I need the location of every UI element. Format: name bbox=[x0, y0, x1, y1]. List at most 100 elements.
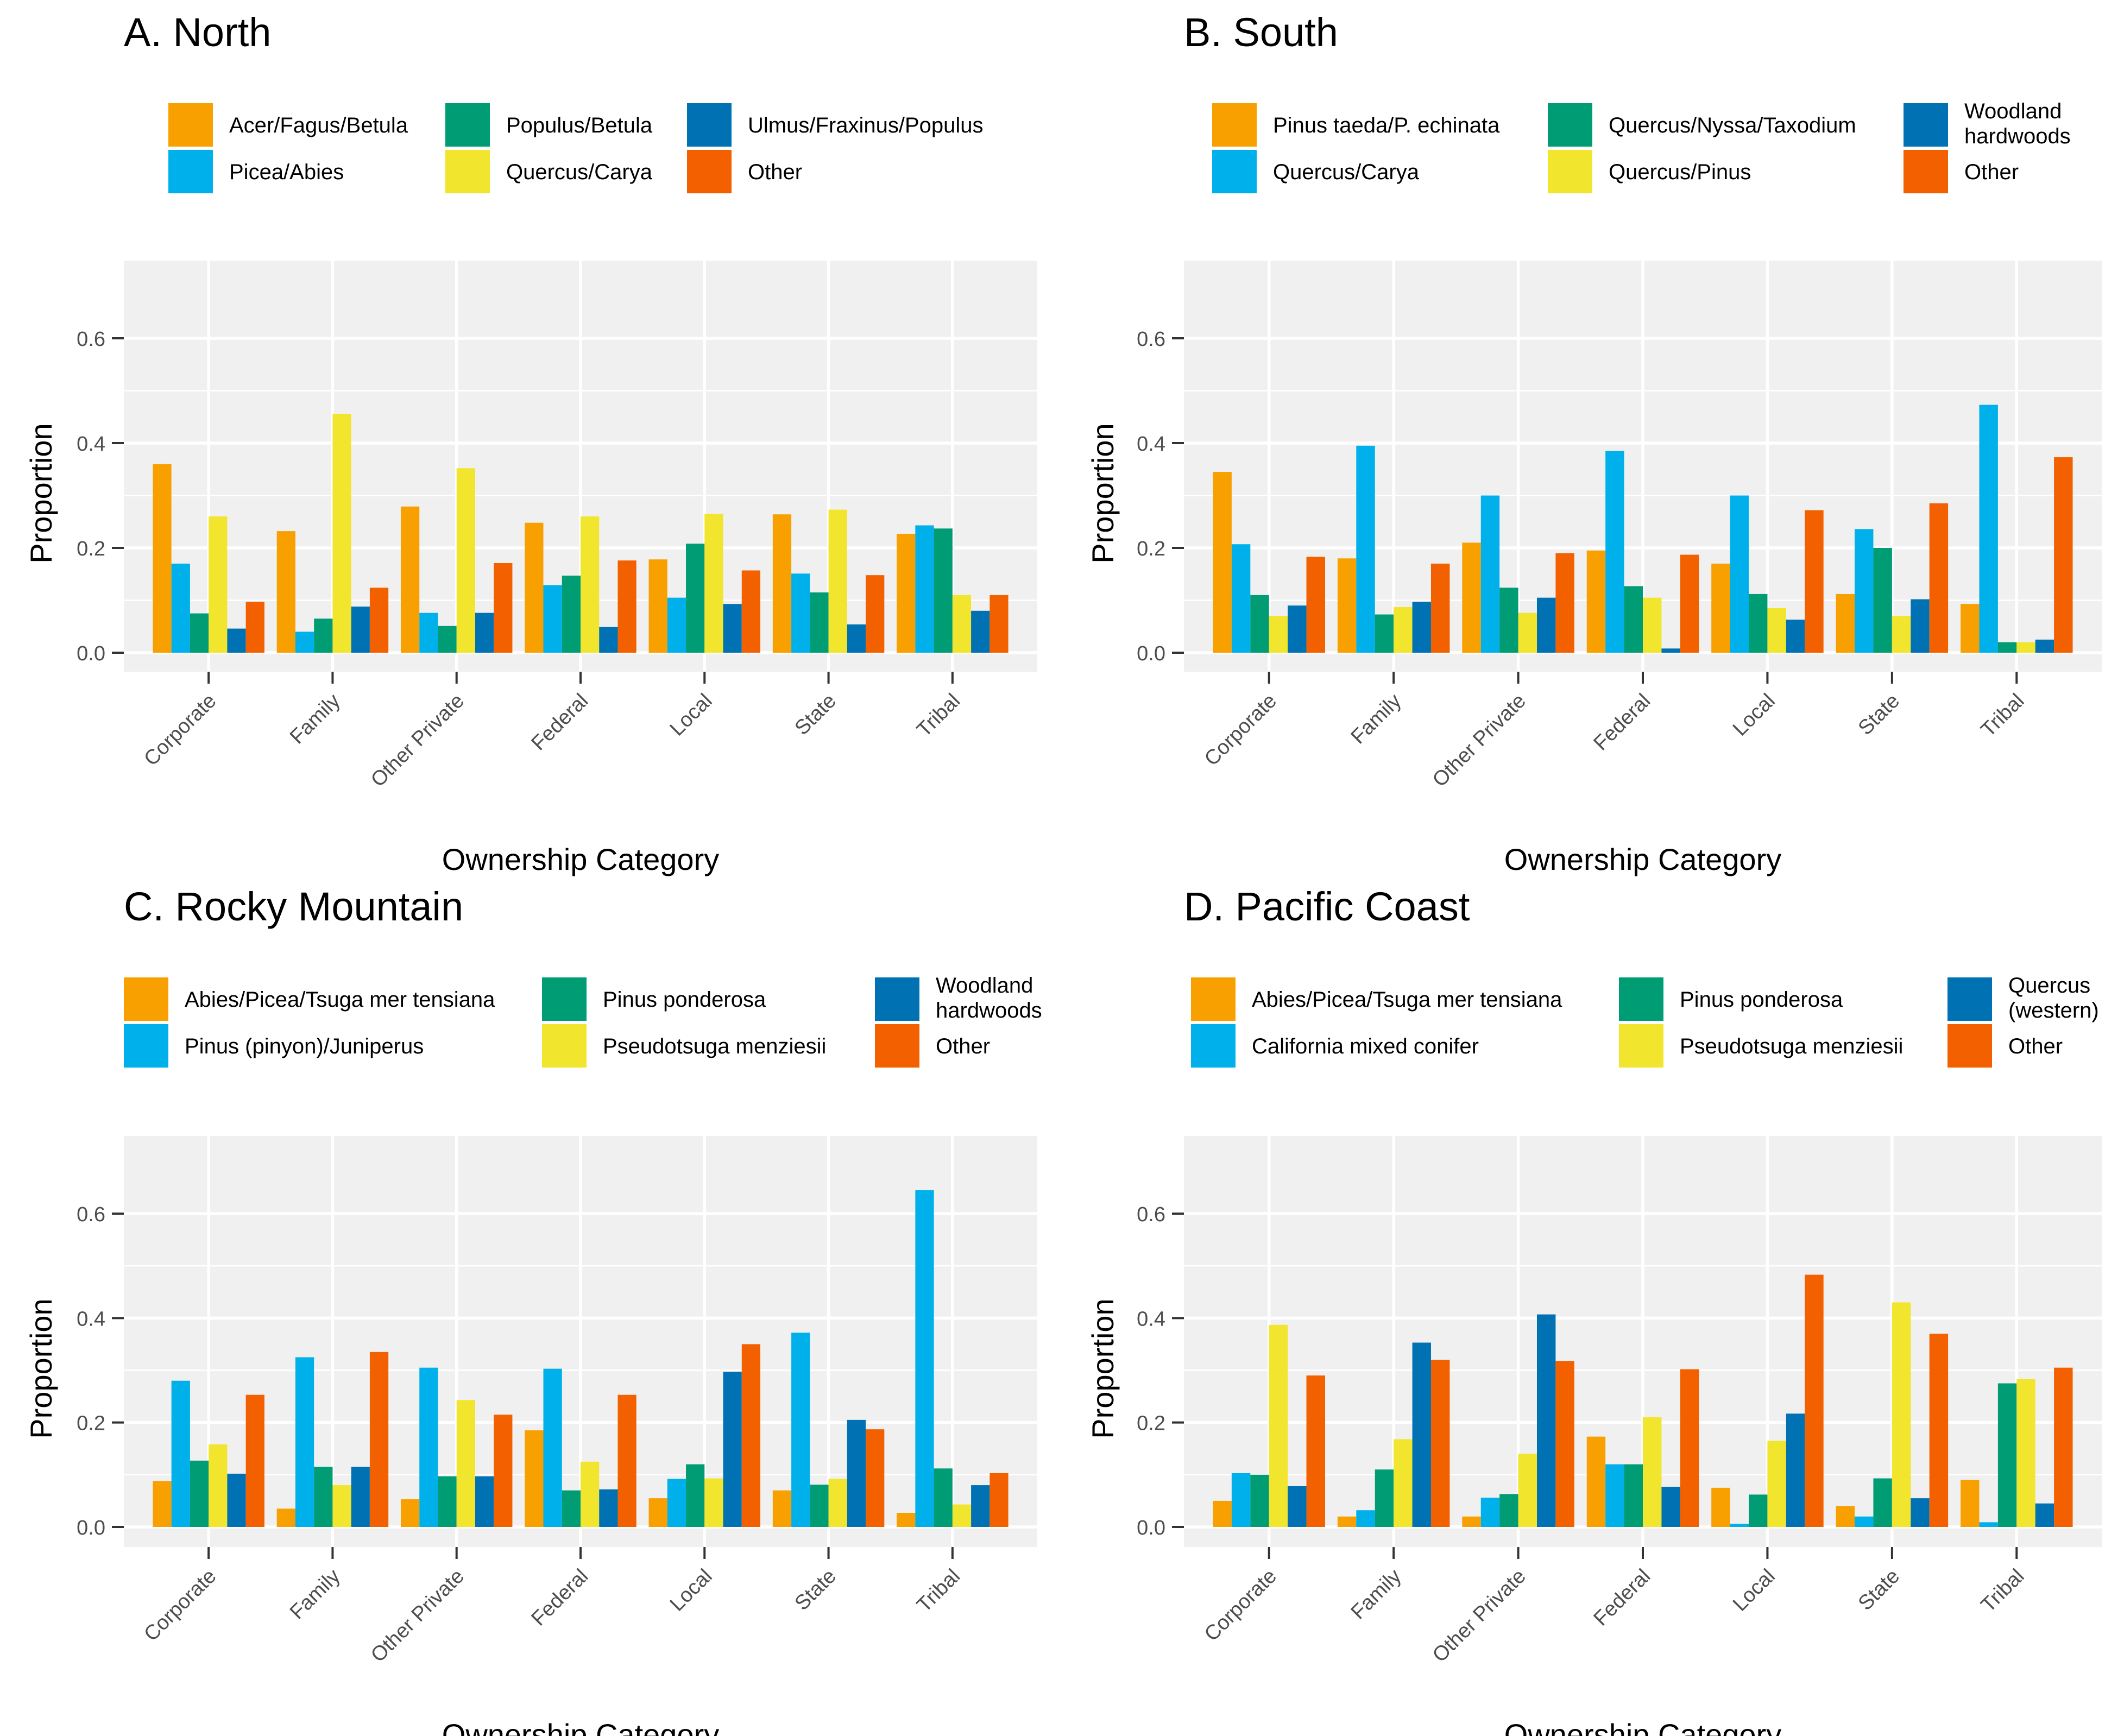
bar-woodland-hardwoods-other-private bbox=[1536, 597, 1556, 653]
x-axis-title: Ownership Category bbox=[1504, 1718, 1781, 1736]
x-tick-label-other-private: Other Private bbox=[367, 1565, 469, 1667]
legend-label-quercus-carya: Quercus/Carya bbox=[506, 160, 653, 184]
bar-other-local bbox=[741, 570, 761, 653]
bar-pinus-ponderosa-other-private bbox=[438, 1476, 457, 1527]
x-tick-label-local: Local bbox=[1729, 690, 1780, 741]
legend-label-pinus-pinyon-juniperus: Pinus (pinyon)/Juniperus bbox=[185, 1034, 424, 1058]
bar-pinus-taeda-p-echinata-corporate bbox=[1213, 472, 1232, 653]
legend-swatch-quercus-pinus bbox=[1548, 150, 1592, 193]
bar-pinus-ponderosa-local bbox=[1749, 1494, 1768, 1527]
legend-label-other: Other bbox=[936, 1034, 990, 1058]
bar-picea-abies-local bbox=[667, 597, 686, 653]
bar-quercus-carya-tribal bbox=[1979, 405, 1998, 653]
bar-woodland-hardwoods-family bbox=[1412, 602, 1431, 653]
legend-swatch-pinus-taeda-p-echinata bbox=[1212, 103, 1257, 147]
bar-other-state bbox=[1929, 503, 1949, 653]
legend-swatch-acer-fagus-betula bbox=[168, 103, 213, 147]
bar-pinus-ponderosa-corporate bbox=[190, 1460, 209, 1527]
chart-title: A. North bbox=[124, 10, 271, 55]
bar-woodland-hardwoods-tribal bbox=[2035, 639, 2054, 653]
bar-other-state bbox=[866, 575, 885, 653]
x-tick-label-local: Local bbox=[1729, 1565, 1780, 1616]
legend-label-populus-betula: Populus/Betula bbox=[506, 113, 653, 137]
bar-quercus-nyssa-taxodium-tribal bbox=[1997, 642, 2017, 653]
bar-pinus-pinyon-juniperus-federal bbox=[543, 1368, 562, 1527]
legend-label-other: Other bbox=[1964, 160, 2019, 184]
bar-other-state bbox=[1929, 1334, 1949, 1527]
chart-panel-c-rocky-mountain: C. Rocky Mountain Abies/Picea/Tsuga mer t… bbox=[24, 884, 1042, 1736]
legend-label-acer-fagus-betula: Acer/Fagus/Betula bbox=[229, 113, 408, 137]
legend-swatch-other bbox=[1947, 1024, 1992, 1068]
y-tick-label: 0.0 bbox=[77, 1517, 105, 1539]
bar-other-tribal bbox=[989, 595, 1009, 653]
bar-quercus-carya-family bbox=[1356, 445, 1375, 653]
chart-title: D. Pacific Coast bbox=[1184, 884, 1470, 929]
bar-california-mixed-conifer-other-private bbox=[1480, 1498, 1500, 1527]
bar-pinus-ponderosa-local bbox=[686, 1464, 705, 1527]
bar-quercus-carya-corporate bbox=[209, 516, 228, 653]
bar-other-corporate bbox=[245, 1394, 264, 1527]
x-tick-label-tribal: Tribal bbox=[912, 690, 965, 742]
bar-quercus-nyssa-taxodium-other-private bbox=[1499, 588, 1518, 653]
bar-pseudotsuga-menziesii-other-private bbox=[456, 1400, 475, 1527]
y-tick-label: 0.4 bbox=[1137, 1308, 1165, 1330]
bar-other-local bbox=[741, 1344, 761, 1527]
bar-abies-picea-tsuga-mer-tensiana-corporate bbox=[1213, 1500, 1232, 1527]
bar-pseudotsuga-menziesii-corporate bbox=[1269, 1324, 1288, 1527]
bar-other-family bbox=[1430, 563, 1450, 653]
bar-populus-betula-federal bbox=[562, 576, 581, 653]
chart-panel-a-north: A. North Acer/Fagus/Betula Picea/Abies Popu… bbox=[24, 10, 1037, 876]
y-tick-label: 0.6 bbox=[77, 1203, 105, 1226]
bar-pinus-ponderosa-family bbox=[1375, 1469, 1394, 1527]
y-tick-label: 0.6 bbox=[1137, 1203, 1165, 1226]
x-tick-label-tribal: Tribal bbox=[912, 1565, 965, 1617]
x-tick-label-federal: Federal bbox=[1590, 1565, 1655, 1631]
bar-quercus-nyssa-taxodium-state bbox=[1873, 548, 1892, 653]
legend-swatch-pseudotsuga-menziesii bbox=[1619, 1024, 1663, 1068]
legend-swatch-pinus-pinyon-juniperus bbox=[124, 1024, 168, 1068]
legend-swatch-woodland-hardwoods bbox=[875, 977, 919, 1021]
legend: Abies/Picea/Tsuga mer tensiana Pinus (pin… bbox=[124, 974, 1042, 1068]
bar-populus-betula-other-private bbox=[438, 626, 457, 653]
y-tick-label: 0.2 bbox=[1137, 538, 1165, 560]
bar-california-mixed-conifer-local bbox=[1730, 1524, 1749, 1527]
legend-label-woodland-hardwoods: Woodland hardwoods bbox=[936, 974, 1042, 1022]
x-tick-label-family: Family bbox=[1347, 1565, 1406, 1624]
legend-label-quercus-pinus: Quercus/Pinus bbox=[1609, 160, 1751, 184]
x-axis-title: Ownership Category bbox=[442, 842, 719, 876]
bar-woodland-hardwoods-local bbox=[1786, 620, 1805, 653]
bar-woodland-hardwoods-family bbox=[351, 1467, 370, 1527]
x-tick-label-corporate: Corporate bbox=[1200, 690, 1281, 771]
x-tick-label-tribal: Tribal bbox=[1977, 690, 2029, 742]
bar-other-other-private bbox=[494, 563, 513, 653]
bar-woodland-hardwoods-tribal bbox=[971, 1485, 990, 1527]
bar-quercus-pinus-tribal bbox=[2016, 642, 2035, 653]
bar-ulmus-fraxinus-populus-state bbox=[847, 624, 866, 653]
bar-pseudotsuga-menziesii-tribal bbox=[952, 1504, 972, 1527]
bar-quercus-nyssa-taxodium-corporate bbox=[1250, 595, 1269, 653]
legend-swatch-populus-betula bbox=[445, 103, 490, 147]
chart-panel-d-pacific-coast: D. Pacific Coast Abies/Picea/Tsuga mer te… bbox=[1086, 884, 2102, 1736]
legend-swatch-quercus-western bbox=[1947, 977, 1992, 1021]
legend-label-other: Other bbox=[2008, 1034, 2063, 1058]
bar-quercus-carya-local bbox=[1730, 495, 1749, 653]
legend-label-abies-picea-tsuga-mer-tensiana: Abies/Picea/Tsuga mer tensiana bbox=[185, 988, 495, 1012]
legend-label-quercus-western: Quercus (western) bbox=[2008, 974, 2099, 1022]
bar-other-other-private bbox=[494, 1415, 513, 1527]
bar-abies-picea-tsuga-mer-tensiana-tribal bbox=[897, 1513, 916, 1527]
bar-pinus-pinyon-juniperus-family bbox=[295, 1357, 314, 1527]
bar-populus-betula-family bbox=[314, 618, 333, 653]
x-tick-label-local: Local bbox=[666, 1565, 717, 1616]
bar-quercus-nyssa-taxodium-local bbox=[1749, 594, 1768, 653]
legend-swatch-pinus-ponderosa bbox=[542, 977, 587, 1021]
x-tick-label-state: State bbox=[790, 1565, 840, 1615]
bar-quercus-carya-corporate bbox=[1231, 544, 1251, 653]
legend-swatch-abies-picea-tsuga-mer-tensiana bbox=[1191, 977, 1236, 1021]
legend-swatch-picea-abies bbox=[168, 150, 213, 193]
bar-quercus-western-state bbox=[1911, 1498, 1930, 1527]
bar-woodland-hardwoods-corporate bbox=[1288, 605, 1307, 653]
bar-pinus-taeda-p-echinata-local bbox=[1711, 563, 1730, 653]
bar-pinus-pinyon-juniperus-state bbox=[791, 1333, 810, 1527]
x-tick-label-federal: Federal bbox=[527, 1565, 593, 1631]
y-tick-label: 0.6 bbox=[1137, 328, 1165, 351]
